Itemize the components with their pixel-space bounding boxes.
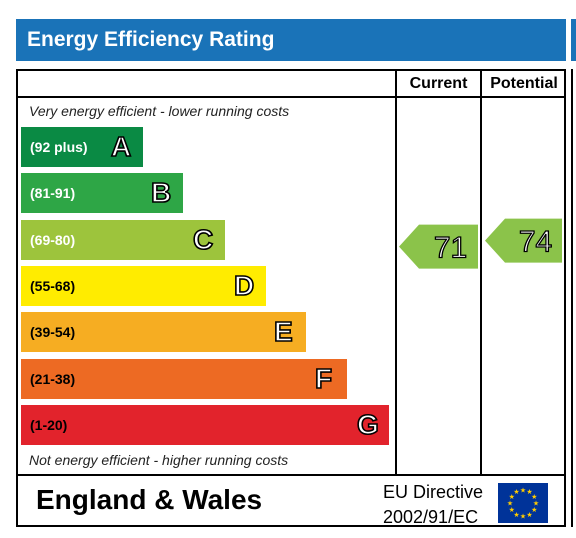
- band-range-e: (39-54): [30, 324, 76, 340]
- band-range-g: (1-20): [30, 417, 68, 433]
- eu-star-icon: ★: [507, 500, 513, 508]
- header-edge: [571, 19, 576, 61]
- band-letter-a: A: [110, 130, 132, 163]
- eu-directive-code: 2002/91/EC: [383, 507, 479, 527]
- eu-star-icon: ★: [513, 511, 519, 519]
- eu-star-icon: ★: [533, 500, 539, 508]
- band-letter-d: D: [233, 269, 255, 302]
- column-divider-current: [395, 69, 397, 476]
- band-bar-c: [21, 220, 225, 260]
- footer-region: England & Wales: [36, 484, 263, 515]
- eu-flag-icon: ★★★★★★★★★ ★ ★★: [498, 483, 548, 523]
- eu-star-icon: ★: [526, 511, 532, 519]
- band-range-c: (69-80): [30, 232, 76, 248]
- eu-star-icon: ★: [526, 488, 532, 496]
- eu-star-icon: ★: [509, 493, 515, 501]
- eu-star-icon: ★: [520, 487, 526, 495]
- column-header-current: Current: [409, 75, 468, 92]
- band-letter-g: G: [356, 408, 379, 441]
- band-range-d: (55-68): [30, 278, 76, 294]
- band-range-a: (92 plus): [30, 139, 88, 155]
- band-bar-f: [21, 359, 347, 399]
- band-letter-c: C: [192, 223, 214, 256]
- eu-star-icon: ★: [531, 493, 537, 501]
- eu-star-icon: ★: [513, 488, 519, 496]
- band-bar-g: [21, 405, 389, 445]
- eu-star-icon: ★: [520, 513, 526, 521]
- potential-rating-arrow: [485, 218, 562, 263]
- band-letter-b: B: [150, 176, 172, 209]
- header-row-divider: [16, 96, 566, 98]
- column-header-potential: Potential: [490, 75, 558, 92]
- potential-rating-value: 74: [519, 226, 552, 259]
- band-bar-a: [21, 127, 143, 167]
- page-title: Energy Efficiency Rating: [16, 19, 566, 61]
- eu-star-icon: ★: [509, 506, 515, 514]
- column-divider-potential: [480, 69, 482, 476]
- band-range-b: (81-91): [30, 185, 76, 201]
- frame-right-edge: [571, 69, 573, 527]
- band-bar-b: [21, 173, 183, 213]
- band-letter-f: F: [314, 362, 333, 395]
- eu-directive-label: EU Directive: [383, 482, 484, 502]
- note-top: Very energy efficient - lower running co…: [29, 103, 290, 119]
- rating-frame: [16, 69, 566, 527]
- eu-star-icon: ★: [531, 506, 537, 514]
- current-rating-value: 71: [434, 232, 467, 265]
- band-range-f: (21-38): [30, 371, 76, 387]
- band-bar-e: [21, 312, 306, 352]
- footer-divider: [16, 474, 566, 476]
- band-bar-d: [21, 266, 266, 306]
- band-letter-e: E: [273, 315, 293, 348]
- current-rating-arrow: [399, 224, 478, 269]
- note-bottom: Not energy efficient - higher running co…: [29, 452, 289, 468]
